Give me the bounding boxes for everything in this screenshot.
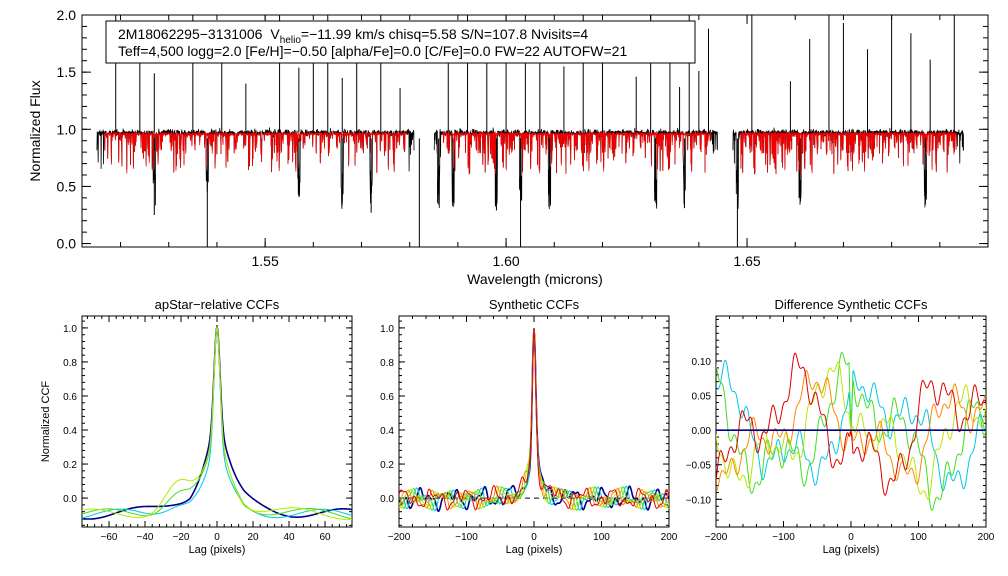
difference_ccf-xtick-label: 200 [978, 532, 995, 543]
spectrum-xtick-label: 1.55 [252, 253, 279, 269]
difference_ccf-xtick-label: −200 [705, 532, 728, 543]
apstar_ccf-frame [81, 315, 353, 528]
synthetic_ccf-xlabel: Lag (pixels) [506, 544, 563, 556]
info-v-symbol: V [270, 26, 280, 42]
spectrum-observed-segment [433, 127, 719, 210]
difference_ccf-ytick-label: −0.05 [686, 461, 712, 472]
synthetic_ccf-ytick-label: 0.4 [380, 426, 394, 437]
apstar-ccf-line [82, 324, 352, 520]
spectrum-ytick-label: 0.5 [57, 178, 77, 194]
synthetic_ccf-ytick-label: 0.8 [380, 358, 394, 369]
synthetic_ccf-ytick-label: 0.6 [380, 392, 394, 403]
difference_ccf-ytick-label: 0.00 [692, 426, 712, 437]
apstar-ccf-line [82, 326, 352, 520]
spectrum-xlabel: Wavelength (microns) [467, 271, 603, 287]
synthetic_ccf-title: Synthetic CCFs [489, 297, 580, 312]
apstar_ccf-xtick-label: 20 [247, 532, 259, 543]
apstar_ccf-xtick-label: 60 [319, 532, 331, 543]
spectrum-ylabel: Normalized Flux [27, 80, 43, 181]
info-v-value: =−11.99 km/s chisq=5.58 S/N=107.8 Nvisit… [301, 26, 589, 42]
apstar_ccf-ytick-label: 0.2 [63, 460, 77, 471]
apstar_ccf-ytick-label: 0.0 [63, 494, 77, 505]
spectrum-ytick-label: 1.5 [57, 64, 77, 80]
apstar_ccf-panel: −60 −40 −20 0 20 40 60 0.0 0.2 0.4 0.6 0.8 1.0 apStar… [40, 297, 353, 556]
apstar_ccf-xtick-label: −20 [173, 532, 190, 543]
synthetic-ccf-line [399, 328, 669, 511]
synthetic_ccf-xtick-label: 200 [661, 532, 678, 543]
spectrum-model-segment [103, 131, 408, 174]
difference_ccf-xlabel: Lag (pixels) [823, 544, 880, 556]
difference_ccf-panel: −200 −100 0 100 200 −0.10 −0.05 0.00 0.05 0.10 Dif… [686, 297, 995, 556]
synthetic-ccf-line [399, 328, 669, 511]
synthetic_ccf-panel: −200 −100 0 100 200 0.0 0.2 0.4 0.6 0.8 1.0 Synthet… [380, 297, 678, 556]
info-box-frame [105, 20, 696, 64]
difference_ccf-xtick-label: 100 [910, 532, 927, 543]
apstar_ccf-xlabel: Lag (pixels) [189, 544, 246, 556]
spectrum-ytick-label: 0.0 [57, 236, 77, 252]
synthetic_ccf-ytick-label: 0.2 [380, 460, 394, 471]
spectrum-frame [81, 14, 989, 248]
info-line-2: Teff=4,500 logg=2.0 [Fe/H]=−0.50 [alpha/… [118, 43, 627, 59]
info-v-subscript: helio [280, 35, 302, 46]
apstar_ccf-xtick-label: 0 [214, 532, 220, 543]
apstar_ccf-xtick-label: 40 [283, 532, 295, 543]
synthetic-ccf-line [399, 327, 669, 513]
apstar_ccf-ytick-label: 0.8 [63, 358, 77, 369]
apstar_ccf-xtick-label: −40 [137, 532, 154, 543]
difference_ccf-ytick-label: −0.10 [686, 495, 712, 506]
difference_ccf-xtick-label: −100 [772, 532, 795, 543]
spectrum-panel: 1.55 1.60 1.65 0.0 0.5 1.0 1.5 2.0 Wavelength (m… [27, 7, 989, 287]
spectrum-ytick-label: 1.0 [57, 121, 77, 137]
apstar-ccf-line [82, 326, 352, 519]
spectrum-info-box: 2M18062295−3131006 Vhelio=−11.99 km/s chi… [105, 20, 696, 64]
synthetic_ccf-xtick-label: 0 [531, 532, 537, 543]
difference_ccf-ytick-label: 0.05 [692, 392, 712, 403]
synthetic-ccf-line [399, 328, 669, 512]
synthetic_ccf-ytick-label: 0.0 [380, 494, 394, 505]
spectrum-model-segment [441, 131, 712, 175]
apstar_ccf-title: apStar−relative CCFs [155, 297, 280, 312]
apstar_ccf-ytick-label: 1.0 [63, 324, 77, 335]
synthetic_ccf-xtick-label: 100 [593, 532, 610, 543]
synthetic_ccf-xtick-label: −200 [388, 532, 411, 543]
spectrum-model-segment [739, 131, 957, 175]
synthetic_ccf-xtick-label: −100 [455, 532, 478, 543]
spectrum-xtick-label: 1.65 [733, 253, 760, 269]
synthetic-ccf-line [399, 328, 669, 510]
info-line-1: 2M18062295−3131006 Vhelio=−11.99 km/s chi… [118, 26, 588, 46]
apstar_ccf-ytick-label: 0.6 [63, 392, 77, 403]
synthetic_ccf-ytick-label: 1.0 [380, 324, 394, 335]
difference_ccf-title: Difference Synthetic CCFs [775, 297, 928, 312]
spectrum-ytick-label: 2.0 [57, 7, 77, 23]
apstar_ccf-xtick-label: −60 [101, 532, 118, 543]
apstar_ccf-ylabel: Normalized CCF [40, 381, 52, 463]
spectrum-xtick-label: 1.60 [492, 253, 519, 269]
synthetic-ccf-line [399, 328, 669, 511]
apstar_ccf-ytick-label: 0.4 [63, 426, 77, 437]
apstar-ccf-line [82, 325, 352, 520]
info-star-id: 2M18062295−3131006 [118, 26, 263, 42]
difference_ccf-ytick-label: 0.10 [692, 357, 712, 368]
difference_ccf-xtick-label: 0 [848, 532, 854, 543]
